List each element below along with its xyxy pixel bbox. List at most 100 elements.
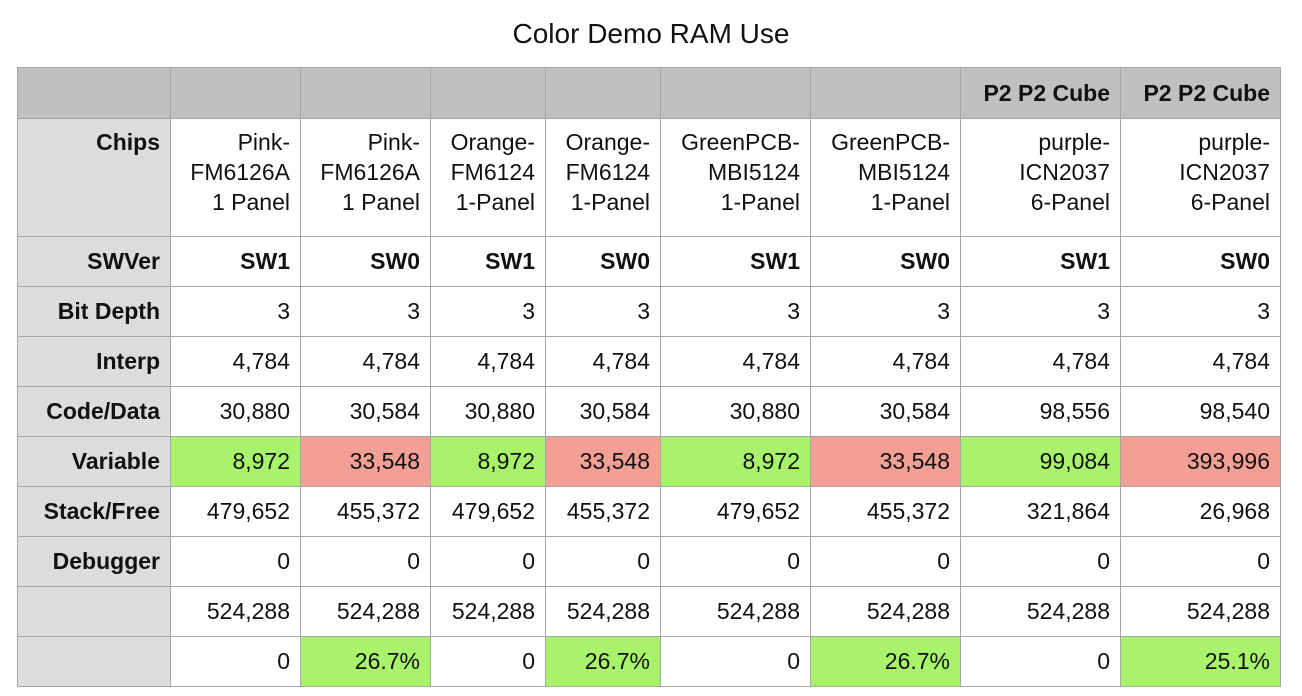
variable-cell[interactable]: 393,996	[1120, 436, 1281, 487]
interp-cell[interactable]: 4,784	[430, 336, 546, 387]
interp-cell[interactable]: 4,784	[810, 336, 961, 387]
row-label-total[interactable]	[17, 586, 171, 637]
row-label-interp[interactable]: Interp	[17, 336, 171, 387]
debugger-cell[interactable]: 0	[810, 536, 961, 587]
header-cell[interactable]	[300, 67, 431, 119]
header-cell[interactable]	[545, 67, 661, 119]
code-data-cell[interactable]: 30,880	[660, 386, 811, 437]
percent-cell[interactable]: 26.7%	[300, 636, 431, 687]
stack-free-cell[interactable]: 321,864	[960, 486, 1121, 537]
percent-cell[interactable]: 25.1%	[1120, 636, 1281, 687]
chips-cell[interactable]: Orange- FM6124 1-Panel	[430, 118, 546, 237]
debugger-cell[interactable]: 0	[430, 536, 546, 587]
header-cell[interactable]	[170, 67, 301, 119]
percent-cell[interactable]: 0	[660, 636, 811, 687]
swver-cell[interactable]: SW0	[1120, 236, 1281, 287]
total-cell[interactable]: 524,288	[660, 586, 811, 637]
total-cell[interactable]: 524,288	[810, 586, 961, 637]
header-cell[interactable]	[810, 67, 961, 119]
percent-cell[interactable]: 26.7%	[545, 636, 661, 687]
row-label-debugger[interactable]: Debugger	[17, 536, 171, 587]
total-cell[interactable]: 524,288	[430, 586, 546, 637]
chips-cell[interactable]: Pink- FM6126A 1 Panel	[300, 118, 431, 237]
chips-cell[interactable]: Orange- FM6124 1-Panel	[545, 118, 661, 237]
chips-cell[interactable]: purple- ICN2037 6-Panel	[960, 118, 1121, 237]
interp-cell[interactable]: 4,784	[960, 336, 1121, 387]
row-label-chips[interactable]: Chips	[17, 118, 171, 237]
swver-cell[interactable]: SW0	[810, 236, 961, 287]
debugger-cell[interactable]: 0	[545, 536, 661, 587]
stack-free-cell[interactable]: 479,652	[170, 486, 301, 537]
stack-free-cell[interactable]: 455,372	[545, 486, 661, 537]
code-data-cell[interactable]: 30,584	[545, 386, 661, 437]
header-cell[interactable]	[17, 67, 171, 119]
debugger-cell[interactable]: 0	[1120, 536, 1281, 587]
row-label-variable[interactable]: Variable	[17, 436, 171, 487]
debugger-cell[interactable]: 0	[660, 536, 811, 587]
chips-cell[interactable]: GreenPCB- MBI5124 1-Panel	[810, 118, 961, 237]
code-data-cell[interactable]: 30,880	[170, 386, 301, 437]
chip-line: GreenPCB-	[831, 129, 950, 155]
variable-cell[interactable]: 99,084	[960, 436, 1121, 487]
total-cell[interactable]: 524,288	[545, 586, 661, 637]
chips-cell[interactable]: Pink- FM6126A 1 Panel	[170, 118, 301, 237]
row-label-stack-free[interactable]: Stack/Free	[17, 486, 171, 537]
swver-cell[interactable]: SW1	[170, 236, 301, 287]
total-cell[interactable]: 524,288	[960, 586, 1121, 637]
swver-cell[interactable]: SW0	[545, 236, 661, 287]
debugger-cell[interactable]: 0	[960, 536, 1121, 587]
bit-depth-cell[interactable]: 3	[810, 286, 961, 337]
total-cell[interactable]: 524,288	[170, 586, 301, 637]
row-label-swver[interactable]: SWVer	[17, 236, 171, 287]
interp-cell[interactable]: 4,784	[300, 336, 431, 387]
header-cell[interactable]	[660, 67, 811, 119]
variable-cell[interactable]: 8,972	[170, 436, 301, 487]
variable-cell[interactable]: 33,548	[810, 436, 961, 487]
row-label-code-data[interactable]: Code/Data	[17, 386, 171, 437]
chips-cell[interactable]: purple- ICN2037 6-Panel	[1120, 118, 1281, 237]
header-cell[interactable]	[430, 67, 546, 119]
swver-cell[interactable]: SW1	[960, 236, 1121, 287]
swver-cell[interactable]: SW0	[300, 236, 431, 287]
bit-depth-cell[interactable]: 3	[430, 286, 546, 337]
percent-cell[interactable]: 0	[430, 636, 546, 687]
total-cell[interactable]: 524,288	[1120, 586, 1281, 637]
row-label-percent[interactable]	[17, 636, 171, 687]
interp-cell[interactable]: 4,784	[1120, 336, 1281, 387]
percent-cell[interactable]: 0	[960, 636, 1121, 687]
bit-depth-cell[interactable]: 3	[170, 286, 301, 337]
code-data-cell[interactable]: 30,880	[430, 386, 546, 437]
debugger-cell[interactable]: 0	[170, 536, 301, 587]
bit-depth-cell[interactable]: 3	[1120, 286, 1281, 337]
row-label-bit-depth[interactable]: Bit Depth	[17, 286, 171, 337]
interp-cell[interactable]: 4,784	[660, 336, 811, 387]
variable-cell[interactable]: 8,972	[660, 436, 811, 487]
header-cell[interactable]: P2 P2 Cube	[960, 67, 1121, 119]
variable-cell[interactable]: 8,972	[430, 436, 546, 487]
code-data-cell[interactable]: 30,584	[810, 386, 961, 437]
stack-free-cell[interactable]: 479,652	[430, 486, 546, 537]
code-data-cell[interactable]: 30,584	[300, 386, 431, 437]
bit-depth-cell[interactable]: 3	[545, 286, 661, 337]
stack-free-cell[interactable]: 26,968	[1120, 486, 1281, 537]
swver-cell[interactable]: SW1	[430, 236, 546, 287]
code-data-cell[interactable]: 98,540	[1120, 386, 1281, 437]
total-cell[interactable]: 524,288	[300, 586, 431, 637]
debugger-cell[interactable]: 0	[300, 536, 431, 587]
stack-free-cell[interactable]: 455,372	[810, 486, 961, 537]
percent-cell[interactable]: 0	[170, 636, 301, 687]
variable-cell[interactable]: 33,548	[545, 436, 661, 487]
interp-cell[interactable]: 4,784	[545, 336, 661, 387]
interp-cell[interactable]: 4,784	[170, 336, 301, 387]
chips-cell[interactable]: GreenPCB- MBI5124 1-Panel	[660, 118, 811, 237]
header-cell[interactable]: P2 P2 Cube	[1120, 67, 1281, 119]
stack-free-cell[interactable]: 455,372	[300, 486, 431, 537]
variable-cell[interactable]: 33,548	[300, 436, 431, 487]
swver-cell[interactable]: SW1	[660, 236, 811, 287]
percent-cell[interactable]: 26.7%	[810, 636, 961, 687]
bit-depth-cell[interactable]: 3	[660, 286, 811, 337]
code-data-cell[interactable]: 98,556	[960, 386, 1121, 437]
stack-free-cell[interactable]: 479,652	[660, 486, 811, 537]
bit-depth-cell[interactable]: 3	[300, 286, 431, 337]
bit-depth-cell[interactable]: 3	[960, 286, 1121, 337]
